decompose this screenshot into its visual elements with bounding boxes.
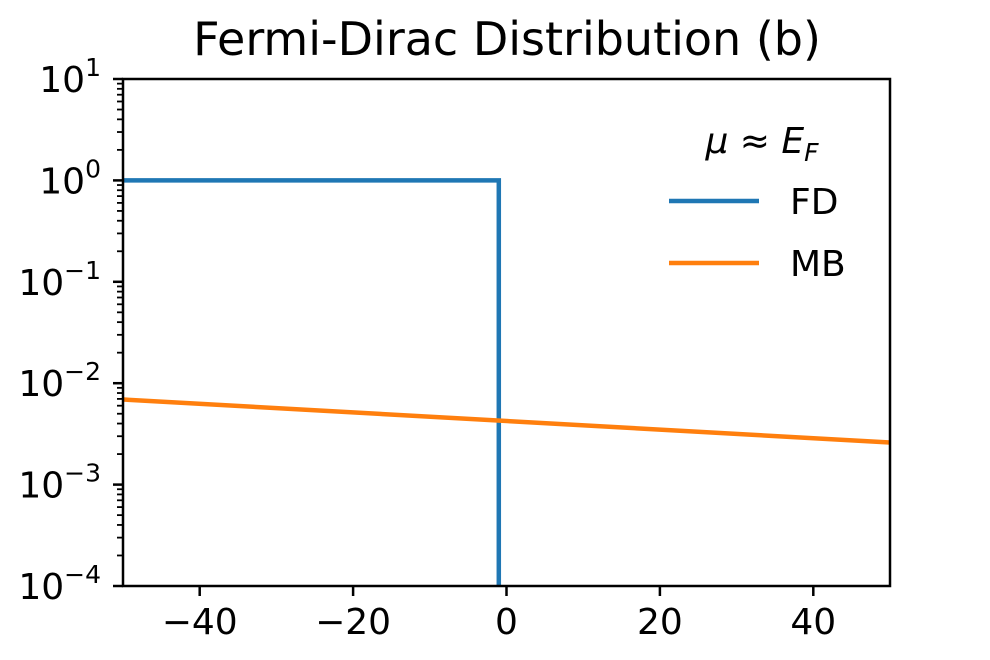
- y-tick-base: 10: [39, 60, 85, 101]
- legend-title-main: μ ≈ E: [704, 121, 804, 162]
- legend-label: FD: [790, 182, 838, 223]
- series-line-mb: [122, 397, 891, 445]
- y-tick-base: 10: [39, 161, 85, 202]
- y-tick-base: 10: [18, 567, 64, 608]
- chart-title: Fermi-Dirac Distribution (b): [193, 12, 821, 66]
- legend-item-fd: FD: [669, 182, 838, 223]
- legend-item-mb: MB: [669, 244, 846, 285]
- x-axis: −40 −20 0 20 40: [162, 586, 836, 643]
- y-tick-label: 110: [39, 53, 101, 101]
- legend: μ ≈ EF FD MB: [669, 121, 846, 285]
- x-tick-label: −40: [162, 602, 238, 643]
- plot-lines: [122, 178, 891, 586]
- y-tick-exponent: −2: [64, 357, 101, 386]
- legend-title-subscript: F: [804, 138, 819, 167]
- y-tick-exponent: −3: [64, 459, 101, 488]
- legend-label: MB: [790, 244, 846, 285]
- legend-title: μ ≈ EF: [704, 121, 819, 167]
- y-tick-label: −210: [18, 357, 101, 405]
- y-tick-label: 010: [39, 154, 101, 202]
- y-tick-base: 10: [18, 263, 64, 304]
- x-tick-label: −20: [315, 602, 391, 643]
- y-tick-exponent: −1: [64, 256, 101, 285]
- y-tick-label: −310: [18, 459, 101, 507]
- y-tick-label: −110: [18, 256, 101, 304]
- y-tick-base: 10: [18, 466, 64, 507]
- y-tick-exponent: 1: [85, 53, 101, 82]
- y-tick-label: −410: [18, 560, 101, 608]
- series-line-fd: [123, 178, 502, 586]
- x-tick-label: 40: [790, 602, 836, 643]
- x-tick-label: 20: [637, 602, 683, 643]
- y-tick-exponent: −4: [64, 560, 101, 589]
- y-tick-base: 10: [18, 364, 64, 405]
- x-tick-label: 0: [495, 602, 518, 643]
- y-tick-exponent: 0: [85, 154, 101, 183]
